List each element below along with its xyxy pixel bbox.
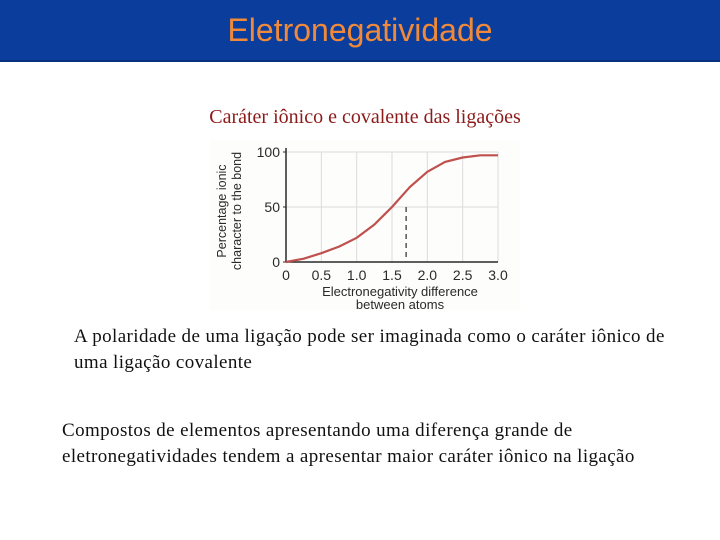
x-tick-label: 1.5 bbox=[382, 267, 402, 283]
paragraph-polarity: A polaridade de uma ligação pode ser ima… bbox=[74, 326, 665, 373]
title-bar bbox=[0, 0, 720, 62]
x-tick-label: 2.5 bbox=[453, 267, 473, 283]
chart-svg: 0 50 100 0 0.5 1.0 1.5 2.0 2.5 3.0 Electronegativi… bbox=[215, 144, 508, 310]
y-tick-label: 0 bbox=[272, 254, 280, 270]
x-tick-label: 0 bbox=[282, 267, 290, 283]
x-axis-label: between atoms bbox=[356, 297, 445, 310]
y-axis-label: character to the bond bbox=[230, 152, 244, 270]
y-axis-label: Percentage ionic bbox=[215, 164, 229, 257]
x-axis-label: Electronegativity difference bbox=[322, 284, 478, 299]
x-tick-label: 2.0 bbox=[418, 267, 438, 283]
paragraph-compounds: Compostos de elementos apresentando uma … bbox=[62, 420, 635, 467]
x-tick-label: 0.5 bbox=[312, 267, 332, 283]
slide-title: Eletronegatividade bbox=[227, 12, 493, 48]
y-tick-label: 50 bbox=[264, 199, 280, 215]
x-tick-label: 3.0 bbox=[488, 267, 508, 283]
x-tick-label: 1.0 bbox=[347, 267, 367, 283]
chart-subtitle: Caráter iônico e covalente das ligações bbox=[209, 106, 521, 128]
y-tick-label: 100 bbox=[257, 144, 281, 160]
ionic-character-chart: 0 50 100 0 0.5 1.0 1.5 2.0 2.5 3.0 Electronegativi… bbox=[210, 140, 520, 310]
